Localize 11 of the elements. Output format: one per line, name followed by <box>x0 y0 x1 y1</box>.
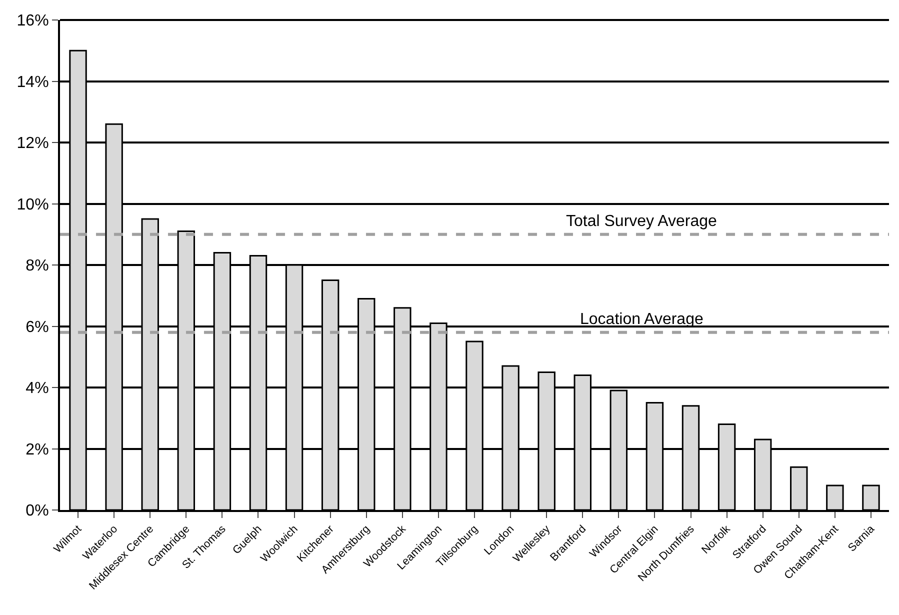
y-tick-label: 12% <box>16 135 49 152</box>
y-tick-label: 6% <box>26 318 49 336</box>
ref-line-label: Total Survey Average <box>566 213 718 230</box>
y-tick-label: 14% <box>16 74 49 91</box>
ref-line-label: Location Average <box>580 311 704 328</box>
y-tick-label: 10% <box>16 196 49 214</box>
y-tick-label: 4% <box>26 380 49 398</box>
y-tick-label: 2% <box>26 441 49 458</box>
y-tick-label: 0% <box>26 502 49 520</box>
y-tick-label: 16% <box>16 12 49 30</box>
y-tick-label: 8% <box>26 258 49 275</box>
